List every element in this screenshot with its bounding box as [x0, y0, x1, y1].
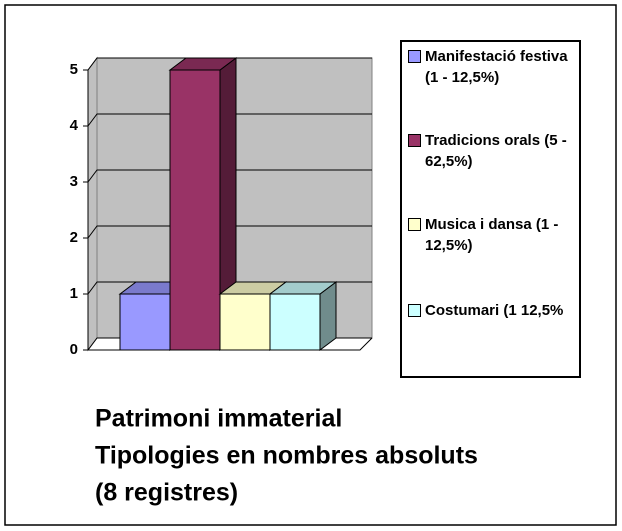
y-tick-label: 3: [70, 173, 78, 190]
chart-title: Tipologies en nombres absoluts: [95, 442, 478, 470]
y-tick-label: 1: [70, 285, 78, 302]
legend-label: Costumari (1 12,5%: [425, 302, 564, 319]
y-tick-label: 5: [70, 61, 78, 78]
grid-line: [87, 225, 372, 239]
legend-label: Manifestació festiva (1 - 12,5%): [425, 48, 568, 86]
grid-line: [87, 113, 372, 127]
bar-front: [169, 69, 221, 351]
legend: Manifestació festiva (1 - 12,5%) Tradicio…: [400, 40, 581, 378]
legend-swatch: [408, 304, 421, 317]
bar-front: [269, 293, 321, 351]
legend-swatch: [408, 50, 421, 63]
legend-swatch: [408, 134, 421, 147]
y-tick-label: 2: [70, 229, 78, 246]
chart-title: Patrimoni immaterial: [95, 405, 342, 433]
legend-swatch: [408, 218, 421, 231]
bar: [268, 281, 338, 351]
grid-line: [87, 169, 372, 183]
legend-label: Musica i dansa (1 - 12,5%): [425, 216, 559, 254]
y-tick-label: 4: [70, 117, 79, 134]
side-wall: [87, 56, 98, 352]
y-tick-label: 0: [70, 341, 78, 358]
grid-line: [87, 57, 372, 71]
bar: [168, 57, 238, 351]
chart-title: (8 registres): [95, 479, 238, 507]
bar-front: [119, 293, 171, 351]
legend-label: Tradicions orals (5 - 62,5%): [425, 132, 567, 170]
bar-front: [219, 293, 271, 351]
